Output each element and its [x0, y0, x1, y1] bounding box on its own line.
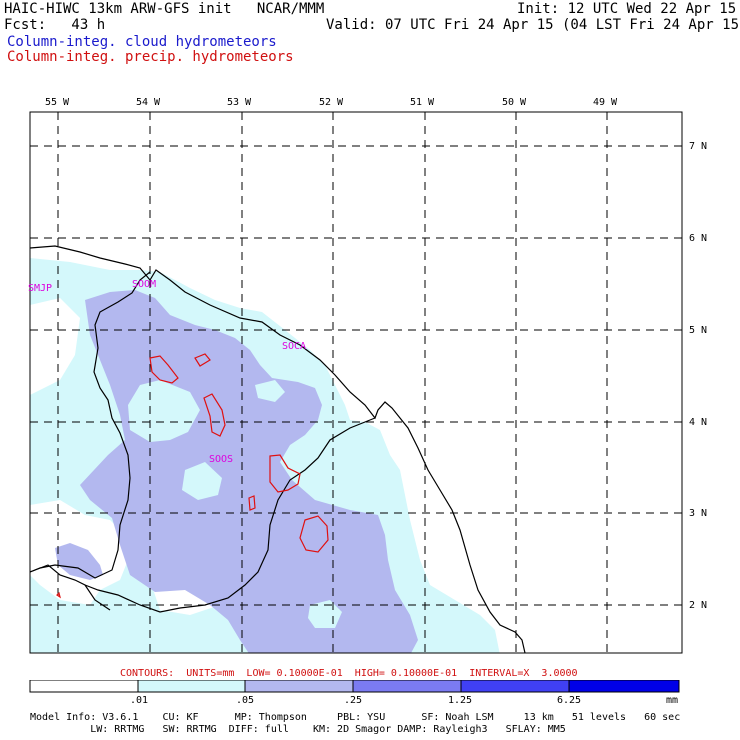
border-west	[29, 564, 111, 611]
lon-label: 53 W	[227, 97, 252, 108]
coastline	[29, 245, 526, 654]
field-precip-label: Column-integ. precip. hydrometeors	[7, 49, 294, 65]
map-frame	[29, 111, 683, 654]
colorbar-segment	[137, 680, 246, 693]
colorbar-label: 6.25	[557, 695, 582, 706]
model-info-line2: LW: RRTMG SW: RRTMG DIFF: full KM: 2D Sm…	[30, 724, 566, 735]
border-suriname-guiana	[29, 271, 151, 579]
colorbar-label: .05	[236, 695, 255, 706]
model-info-line1: Model Info: V3.6.1 CU: KF MP: Thompson P…	[30, 712, 681, 723]
station-label: SOOM	[132, 279, 157, 290]
model-title: HAIC-HIWC 13km ARW-GFS init NCAR/MMM	[4, 1, 325, 17]
colorbar-label: 1.25	[448, 695, 473, 706]
valid-time: Valid: 07 UTC Fri 24 Apr 15 (04 LST Fri …	[326, 17, 740, 33]
axis-ticks	[57, 112, 682, 606]
colorbar-label: .01	[130, 695, 149, 706]
init-time: Init: 12 UTC Wed 22 Apr 15	[517, 1, 737, 17]
cloud-gap	[255, 380, 285, 402]
lat-label: 6 N	[689, 233, 708, 244]
lat-label: 7 N	[689, 141, 708, 152]
colorbar-label: .25	[344, 695, 363, 706]
cloud-field-dark	[55, 543, 103, 580]
lat-label: 3 N	[689, 508, 708, 519]
station-label: SOOS	[209, 454, 234, 465]
lon-label: 55 W	[45, 97, 70, 108]
lon-label: 54 W	[136, 97, 161, 108]
colorbar-segment	[352, 680, 462, 693]
colorbar-segment	[29, 680, 139, 693]
cloud-gap	[182, 462, 222, 500]
station-label: SOCA	[282, 341, 307, 352]
colorbar-segment	[244, 680, 354, 693]
lat-label: 5 N	[689, 325, 708, 336]
colorbar-segment	[460, 680, 570, 693]
lon-label: 52 W	[319, 97, 344, 108]
precip-contours	[56, 353, 329, 599]
colorbar-segment	[568, 680, 680, 693]
colorbar	[29, 680, 680, 693]
border-guiana-brazil	[84, 417, 376, 613]
lon-label: 50 W	[502, 97, 527, 108]
field-cloud-label: Column-integ. cloud hydrometeors	[7, 34, 277, 50]
cloud-gap	[128, 380, 200, 442]
lat-label: 2 N	[689, 600, 708, 611]
clear-patch	[30, 298, 80, 395]
station-label: SMJP	[28, 283, 53, 294]
forecast-hour: Fcst: 43 h	[4, 17, 106, 33]
lon-label: 51 W	[410, 97, 435, 108]
lat-label: 4 N	[689, 417, 708, 428]
lon-label: 49 W	[593, 97, 618, 108]
colorbar-unit: mm	[666, 695, 679, 706]
contours-info: CONTOURS: UNITS=mm LOW= 0.10000E-01 HIGH…	[120, 668, 578, 679]
lat-lon-grid	[30, 112, 682, 653]
